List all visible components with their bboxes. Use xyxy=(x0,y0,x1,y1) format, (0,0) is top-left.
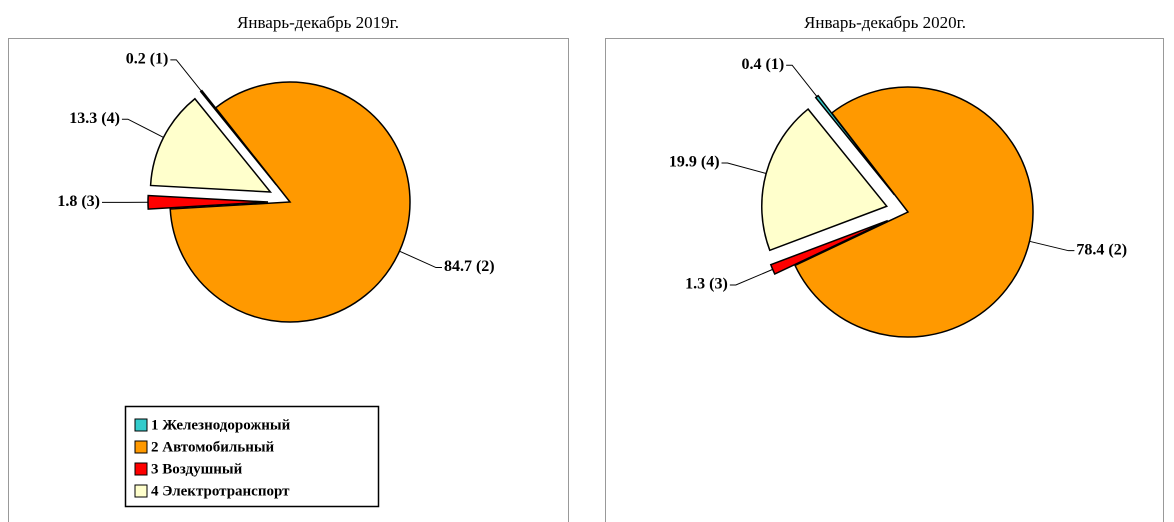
leader-line xyxy=(1029,240,1075,252)
pie-slice xyxy=(761,108,889,252)
chart-title: Январь-декабрь 2019г. xyxy=(237,13,399,32)
legend-swatch xyxy=(134,440,148,454)
pie-slice xyxy=(814,94,895,196)
legend-swatch xyxy=(134,462,148,476)
data-label: 13.3 (4) xyxy=(69,110,120,127)
chart-title: Январь-декабрь 2020г. xyxy=(804,13,966,32)
data-label: 19.9 (4) xyxy=(669,154,720,171)
data-label: 0.4 (1) xyxy=(741,56,784,73)
legend-swatch xyxy=(134,484,148,498)
legend-swatch xyxy=(134,418,148,432)
pie-slice xyxy=(169,81,411,323)
legend-label: 4 Электротранспорт xyxy=(151,483,290,499)
data-label: 84.7 (2) xyxy=(444,258,495,275)
data-label: 1.8 (3) xyxy=(57,193,100,210)
leader-line xyxy=(786,64,818,97)
leader-line xyxy=(729,268,773,286)
legend-box xyxy=(124,405,380,508)
data-label: 0.2 (1) xyxy=(126,51,169,68)
leader-line xyxy=(721,162,767,174)
data-label: 78.4 (2) xyxy=(1076,241,1127,258)
leader-line xyxy=(121,118,164,138)
left-panel xyxy=(8,38,569,522)
right-panel xyxy=(605,38,1164,522)
pie-slice xyxy=(149,97,273,193)
legend-label: 1 Железнодорожный xyxy=(151,417,291,433)
leader-line xyxy=(399,250,442,269)
legend-label: 3 Воздушный xyxy=(151,461,243,477)
leader-line xyxy=(170,59,202,92)
data-label: 1.3 (3) xyxy=(685,276,728,293)
legend-label: 2 Автомобильный xyxy=(151,439,275,455)
pie-slice xyxy=(794,86,1034,338)
